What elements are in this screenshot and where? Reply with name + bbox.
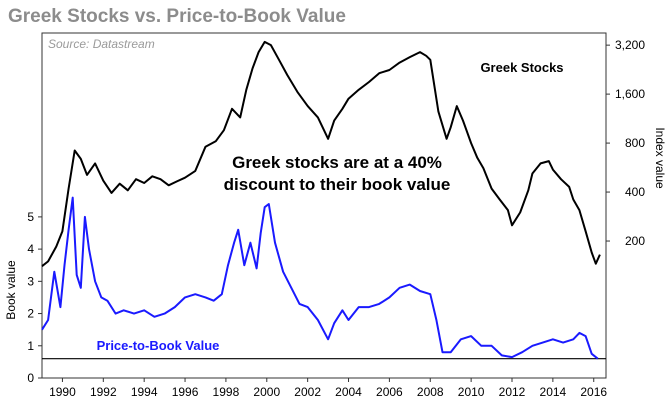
left-tick-label: 1 — [27, 339, 34, 353]
series-label-greek-stocks: Greek Stocks — [480, 60, 563, 75]
left-tick-label: 5 — [27, 210, 34, 224]
x-tick-label: 2002 — [294, 385, 321, 399]
series-line-price-to-book — [41, 196, 599, 360]
left-tick-label: 3 — [27, 274, 34, 288]
x-tick-label: 2014 — [540, 385, 567, 399]
x-tick-label: 2000 — [253, 385, 280, 399]
right-tick-label: 200 — [625, 234, 645, 248]
right-tick-label: 3,200 — [615, 38, 645, 52]
annotation-line-1: Greek stocks are at a 40% — [232, 153, 442, 172]
right-tick-label: 400 — [625, 185, 645, 199]
right-axis-title: Index value — [653, 127, 667, 189]
x-tick-label: 2012 — [499, 385, 526, 399]
right-tick-label: 800 — [625, 136, 645, 150]
x-tick-label: 1996 — [172, 385, 199, 399]
left-tick-label: 2 — [27, 307, 34, 321]
x-tick-label: 1994 — [131, 385, 158, 399]
left-tick-label: 4 — [27, 242, 34, 256]
x-tick-label: 2008 — [417, 385, 444, 399]
x-tick-label: 2004 — [335, 385, 362, 399]
chart-title: Greek Stocks vs. Price-to-Book Value — [8, 6, 346, 27]
x-tick-label: 1992 — [90, 385, 117, 399]
x-tick-label: 1998 — [213, 385, 240, 399]
right-tick-label: 1,600 — [615, 87, 645, 101]
x-tick-label: 2016 — [580, 385, 607, 399]
left-tick-label: 0 — [27, 371, 34, 385]
source-label: Source: Datastream — [48, 37, 155, 51]
x-tick-label: 2006 — [376, 385, 403, 399]
plot-area — [41, 32, 607, 379]
x-tick-label: 1990 — [49, 385, 76, 399]
left-axis-title: Book value — [4, 260, 18, 320]
annotation-line-2: discount to their book value — [224, 175, 451, 194]
series-label-price-to-book: Price-to-Book Value — [97, 338, 220, 353]
series-line-greek-stocks — [41, 40, 601, 267]
x-tick-label: 2010 — [458, 385, 485, 399]
